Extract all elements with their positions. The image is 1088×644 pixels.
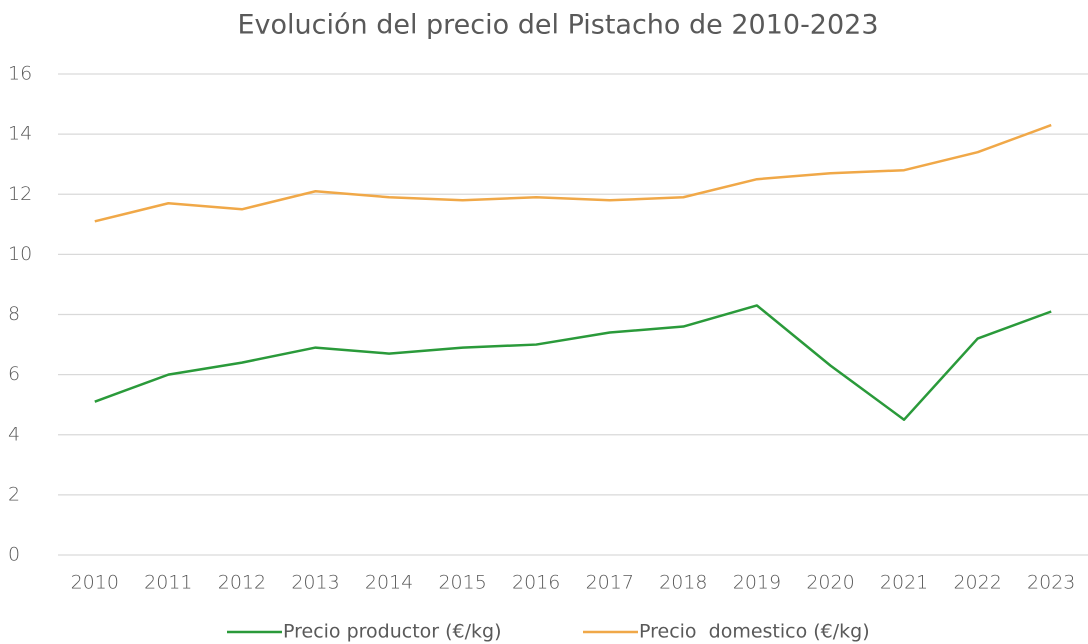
y-tick-label: 6 xyxy=(8,363,20,385)
legend-label: Precio domestico (€/kg) xyxy=(639,621,870,643)
x-tick-label: 2021 xyxy=(880,572,928,594)
y-tick-label: 16 xyxy=(8,63,32,85)
x-tick-label: 2013 xyxy=(291,572,339,594)
y-tick-label: 4 xyxy=(8,423,20,445)
chart-title: Evolución del precio del Pistacho de 201… xyxy=(237,10,878,41)
y-tick-label: 12 xyxy=(8,183,32,205)
x-tick-label: 2022 xyxy=(953,572,1001,594)
y-tick-label: 10 xyxy=(8,243,32,265)
x-tick-label: 2023 xyxy=(1027,572,1075,594)
x-tick-label: 2011 xyxy=(144,572,192,594)
x-tick-label: 2017 xyxy=(586,572,634,594)
legend-label: Precio productor (€/kg) xyxy=(283,621,502,643)
series-line xyxy=(94,123,1052,223)
x-tick-label: 2012 xyxy=(218,572,266,594)
y-tick-label: 2 xyxy=(8,483,20,505)
x-tick-label: 2010 xyxy=(71,572,119,594)
series-line xyxy=(94,304,1052,421)
y-tick-label: 14 xyxy=(8,123,32,145)
x-tick-label: 2016 xyxy=(512,572,560,594)
x-tick-label: 2020 xyxy=(806,572,854,594)
x-tick-label: 2018 xyxy=(659,572,707,594)
y-tick-label: 0 xyxy=(8,544,20,566)
y-tick-label: 8 xyxy=(8,303,20,325)
x-tick-label: 2014 xyxy=(365,572,413,594)
x-tick-label: 2015 xyxy=(438,572,486,594)
x-tick-label: 2019 xyxy=(733,572,781,594)
